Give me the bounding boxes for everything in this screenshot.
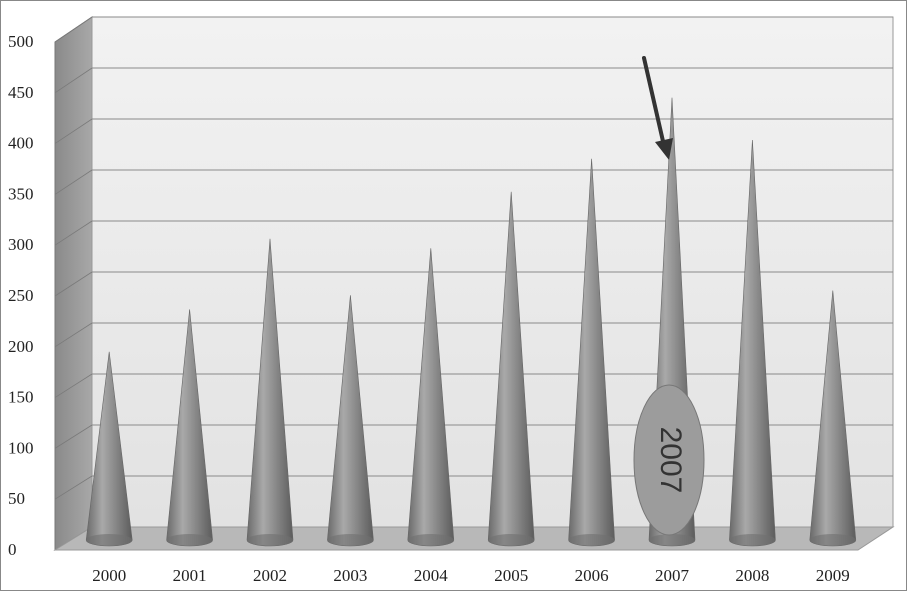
cone-bar-2008 — [729, 139, 776, 547]
annotation-arrow-head — [655, 138, 673, 160]
x-tick-label: 2004 — [414, 566, 449, 585]
cone-base-2008 — [729, 534, 776, 546]
cone-base-2007 — [649, 534, 695, 546]
cone-bar-2004 — [407, 248, 455, 547]
cone-bar-2005 — [487, 191, 535, 547]
x-tick-label: 2008 — [735, 566, 769, 585]
cone-bar-2001 — [166, 309, 213, 547]
cone-base-2003 — [327, 534, 374, 546]
y-tick-label: 450 — [8, 83, 34, 102]
x-tick-label: 2003 — [333, 566, 367, 585]
side-grid-line — [54, 424, 93, 449]
cone-bar-2009 — [809, 290, 857, 547]
cone-base-2009 — [809, 534, 856, 546]
x-tick-label: 2006 — [575, 566, 609, 585]
side-grid-line — [54, 16, 93, 43]
y-axis-ticks: 0 50 100 150 200 250 300 350 400 450 500 — [8, 32, 34, 559]
cone-base-2001 — [166, 534, 213, 546]
y-tick-label: 100 — [8, 438, 34, 457]
cone-bar-2002 — [246, 238, 294, 547]
y-tick-label: 300 — [8, 235, 34, 254]
side-grid-line — [54, 322, 93, 348]
side-grid-line — [54, 118, 93, 144]
side-grid-line — [54, 475, 93, 500]
y-tick-label: 200 — [8, 337, 34, 356]
x-tick-label: 2000 — [92, 566, 126, 585]
annotation: 2007 — [633, 56, 705, 536]
cone-base-2002 — [247, 534, 293, 546]
side-grid-line — [54, 220, 93, 246]
x-tick-label: 2001 — [173, 566, 207, 585]
x-axis-ticks: 2000 2001 2002 2003 2004 2005 2006 2007 2008 2009 — [92, 566, 850, 585]
y-tick-label: 250 — [8, 286, 34, 305]
cone-bar-2000 — [85, 351, 133, 547]
cone-bar-2006 — [568, 158, 615, 547]
annotation-label: 2007 — [654, 427, 687, 494]
side-wall — [54, 16, 93, 551]
x-tick-label: 2005 — [494, 566, 528, 585]
y-tick-label: 150 — [8, 388, 34, 407]
cone-base-2000 — [86, 534, 133, 546]
x-tick-label: 2007 — [655, 566, 690, 585]
side-grid-line — [54, 373, 93, 398]
side-grid-line — [54, 271, 93, 297]
cone-base-2006 — [568, 534, 615, 546]
cone-base-2004 — [407, 534, 454, 546]
x-tick-label: 2009 — [816, 566, 850, 585]
y-tick-label: 0 — [8, 540, 17, 559]
y-tick-label: 350 — [8, 184, 34, 203]
annotation-ellipse — [633, 384, 705, 536]
cone-bar-2003 — [327, 295, 374, 547]
y-tick-label: 400 — [8, 134, 34, 153]
y-tick-label: 500 — [8, 32, 34, 51]
side-grid-line — [54, 169, 93, 195]
y-tick-label: 50 — [8, 489, 25, 508]
side-grid-line — [54, 67, 93, 94]
cone-base-2005 — [488, 534, 535, 546]
annotation-arrow-shaft — [642, 56, 667, 152]
x-tick-label: 2002 — [253, 566, 287, 585]
